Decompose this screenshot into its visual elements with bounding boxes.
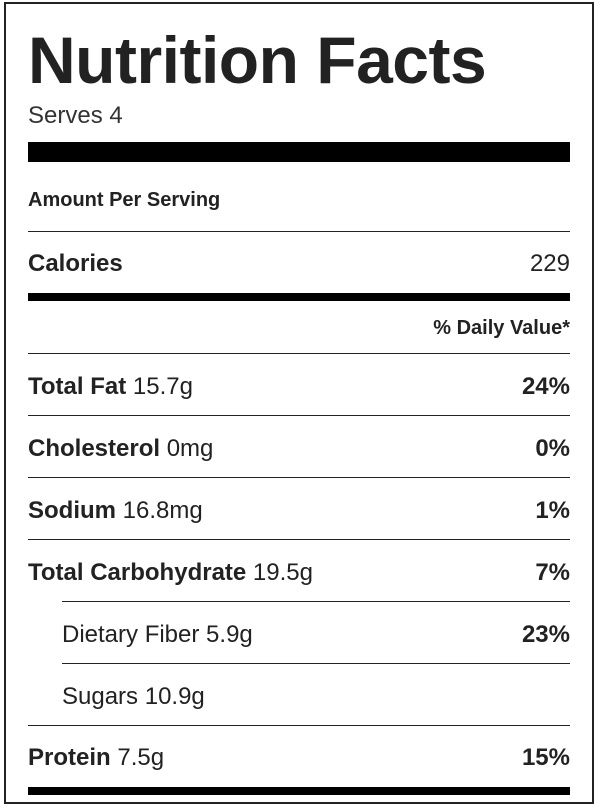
nutrient-label: Dietary Fiber 5.9g xyxy=(62,621,253,648)
nutrient-label: Protein 7.5g xyxy=(28,744,165,771)
divider xyxy=(28,231,570,232)
nutrient-row-cholesterol: Cholesterol 0mg 0% xyxy=(28,434,570,464)
nutrient-label: Total Fat 15.7g xyxy=(28,373,193,400)
bottom-divider xyxy=(28,787,570,795)
nutrient-row-total-carbohydrate: Total Carbohydrate 19.5g 7% xyxy=(28,558,570,588)
nutrition-facts-label: Nutrition Facts Serves 4 Amount Per Serv… xyxy=(4,2,594,804)
daily-value-header: % Daily Value* xyxy=(433,317,570,339)
nutrient-daily-value: 1% xyxy=(535,497,570,524)
thick-divider xyxy=(28,142,570,162)
divider xyxy=(28,539,570,540)
calories-value: 229 xyxy=(529,250,570,277)
divider xyxy=(62,601,570,602)
nutrient-label: Total Carbohydrate 19.5g xyxy=(28,559,313,586)
divider xyxy=(28,725,570,726)
nutrient-row-sodium: Sodium 16.8mg 1% xyxy=(28,496,570,526)
medium-divider xyxy=(28,293,570,301)
divider xyxy=(28,415,570,416)
divider xyxy=(28,353,570,354)
nutrient-row-dietary-fiber: Dietary Fiber 5.9g 23% xyxy=(28,620,570,650)
nutrient-row-total-fat: Total Fat 15.7g 24% xyxy=(28,372,570,402)
nutrient-daily-value: 15% xyxy=(521,744,570,771)
nutrient-daily-value: 0% xyxy=(535,435,570,462)
nutrient-label: Cholesterol 0mg xyxy=(28,435,214,462)
amount-per-serving-heading: Amount Per Serving xyxy=(28,189,221,211)
nutrient-row-protein: Protein 7.5g 15% xyxy=(28,743,570,773)
divider xyxy=(62,663,570,664)
nutrient-daily-value: 24% xyxy=(521,373,570,400)
serving-count: Serves 4 xyxy=(28,102,123,129)
label-title: Nutrition Facts xyxy=(28,23,487,97)
label-content: Nutrition Facts Serves 4 Amount Per Serv… xyxy=(28,4,570,802)
divider xyxy=(28,477,570,478)
calories-row: Calories 229 xyxy=(28,249,570,279)
nutrient-daily-value: 7% xyxy=(535,559,570,586)
nutrient-label: Sugars 10.9g xyxy=(62,683,205,710)
nutrient-daily-value: 23% xyxy=(521,621,570,648)
nutrient-label: Sodium 16.8mg xyxy=(28,497,203,524)
calories-label: Calories xyxy=(28,250,123,277)
nutrient-row-sugars: Sugars 10.9g xyxy=(28,682,570,712)
